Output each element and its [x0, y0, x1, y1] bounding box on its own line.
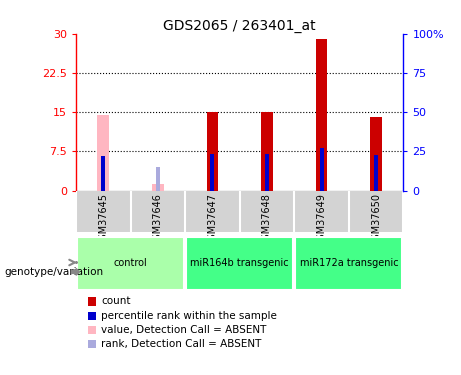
- Text: count: count: [101, 297, 131, 306]
- Text: percentile rank within the sample: percentile rank within the sample: [101, 311, 278, 321]
- FancyBboxPatch shape: [186, 237, 293, 290]
- Bar: [374, 155, 378, 190]
- Bar: [370, 117, 382, 190]
- Text: GSM37647: GSM37647: [207, 193, 218, 246]
- Text: GSM37646: GSM37646: [153, 193, 163, 246]
- Text: control: control: [114, 258, 148, 267]
- Bar: [316, 39, 327, 190]
- FancyBboxPatch shape: [296, 237, 402, 290]
- Bar: [265, 154, 269, 190]
- Text: miR164b transgenic: miR164b transgenic: [190, 258, 289, 267]
- Text: miR172a transgenic: miR172a transgenic: [300, 258, 398, 267]
- Text: GSM37648: GSM37648: [262, 193, 272, 246]
- Bar: [261, 112, 273, 190]
- Bar: [156, 167, 160, 190]
- Text: value, Detection Call = ABSENT: value, Detection Call = ABSENT: [101, 325, 267, 335]
- Bar: [97, 115, 109, 190]
- Text: GSM37645: GSM37645: [98, 193, 108, 246]
- Text: genotype/variation: genotype/variation: [5, 267, 104, 277]
- Text: rank, Detection Call = ABSENT: rank, Detection Call = ABSENT: [101, 339, 262, 349]
- Text: GSM37649: GSM37649: [317, 193, 326, 246]
- Text: GSM37650: GSM37650: [371, 193, 381, 246]
- FancyBboxPatch shape: [77, 237, 184, 290]
- Bar: [211, 154, 214, 190]
- Bar: [319, 147, 324, 190]
- Bar: [152, 184, 164, 190]
- Bar: [207, 112, 219, 190]
- Title: GDS2065 / 263401_at: GDS2065 / 263401_at: [163, 19, 316, 33]
- Bar: [101, 156, 105, 190]
